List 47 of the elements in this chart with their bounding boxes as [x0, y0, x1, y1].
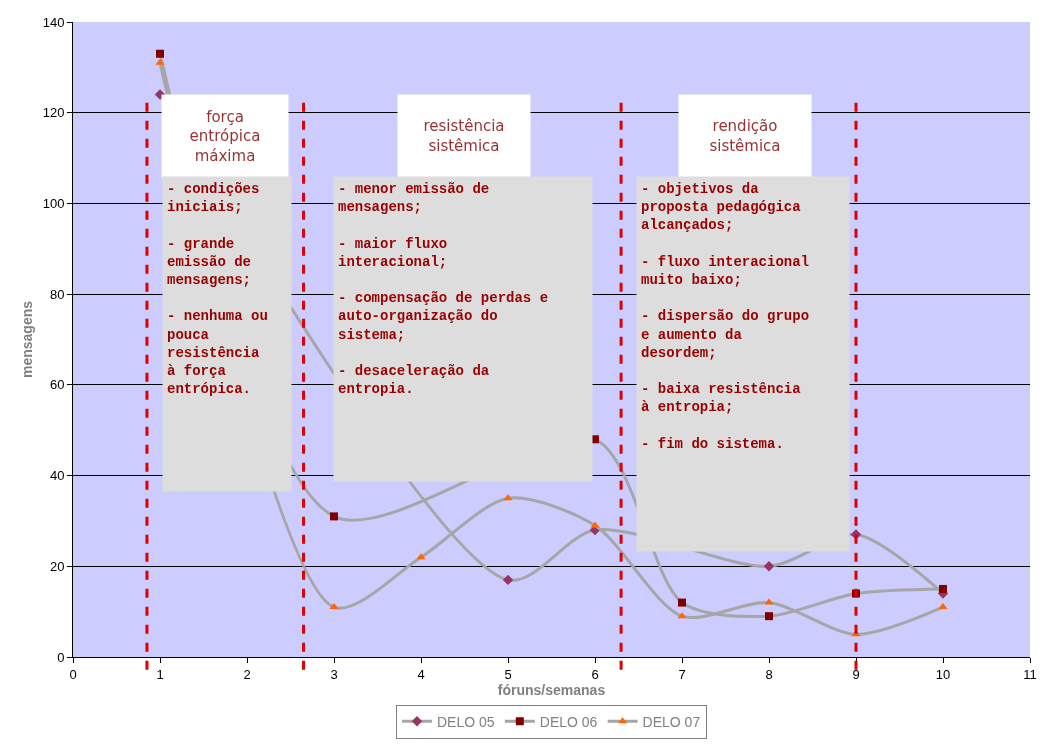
x-tick-label: 1: [156, 666, 164, 682]
point: [764, 598, 774, 605]
heading-box: resistência sistêmica: [397, 94, 531, 178]
annotation: força entrópica máxima: [189, 107, 261, 165]
y-tick-label: 20: [49, 558, 65, 574]
x-tick-label: 6: [591, 666, 599, 682]
x-tick-label: 8: [765, 666, 773, 682]
x-tick-label: 3: [330, 666, 338, 682]
y-tick-label: 40: [49, 468, 65, 484]
point: [765, 612, 773, 621]
y-tick-label: 120: [42, 105, 65, 121]
point: [677, 612, 687, 619]
heading-box: força entrópica máxima: [161, 94, 289, 178]
point: [763, 561, 775, 572]
note-box: - condições iniciais; - grande emissão de mensagens; - nenhuma ou pouca resistência à força entrópica.: [162, 176, 292, 492]
annotation: rendição sistêmica: [709, 117, 781, 155]
legend-label: DELO 06: [539, 713, 598, 730]
point: [329, 603, 339, 610]
x-tick-label: 9: [852, 666, 860, 682]
point: [416, 553, 426, 560]
note-box: - objetivos da proposta pedagógica alcançados; - fluxo interacional muito baixo; - dispersão do grupo e aumento da desordem; - baixa resistência à entropia; - fim do sistema.: [636, 176, 850, 552]
x-tick-label: 0: [69, 666, 77, 682]
legend-label: DELO 07: [642, 713, 701, 730]
x-tick-label: 2: [243, 666, 251, 682]
x-tick-label: 10: [935, 666, 951, 682]
point: [938, 603, 948, 610]
y-axis-title: mensagens: [19, 300, 36, 379]
annotation: resistência sistêmica: [423, 117, 505, 155]
y-tick-label: 0: [57, 649, 65, 665]
x-tick-label: 11: [1023, 666, 1037, 682]
heading-box: rendição sistêmica: [678, 94, 812, 178]
point: [156, 49, 164, 58]
point: [155, 58, 165, 65]
y-tick-label: 80: [49, 286, 65, 302]
point: [678, 598, 686, 607]
x-axis-title: fóruns/semanas: [497, 681, 606, 698]
legend-label: DELO 05: [437, 713, 495, 730]
point: [502, 574, 514, 586]
note-box: - menor emissão de mensagens; - maior fluxo interacional; - compensação de perdas e auto-organização do sistema; - desaceleração da entropia.: [333, 176, 593, 482]
point: [939, 584, 947, 593]
x-tick-label: 5: [504, 666, 512, 682]
x-tick-label: 7: [678, 666, 686, 682]
x-tick-label: 4: [417, 666, 425, 682]
y-tick-label: 60: [49, 377, 65, 393]
y-tick-label: 140: [42, 14, 65, 30]
y-tick-label: 100: [42, 195, 65, 211]
point: [330, 512, 338, 521]
